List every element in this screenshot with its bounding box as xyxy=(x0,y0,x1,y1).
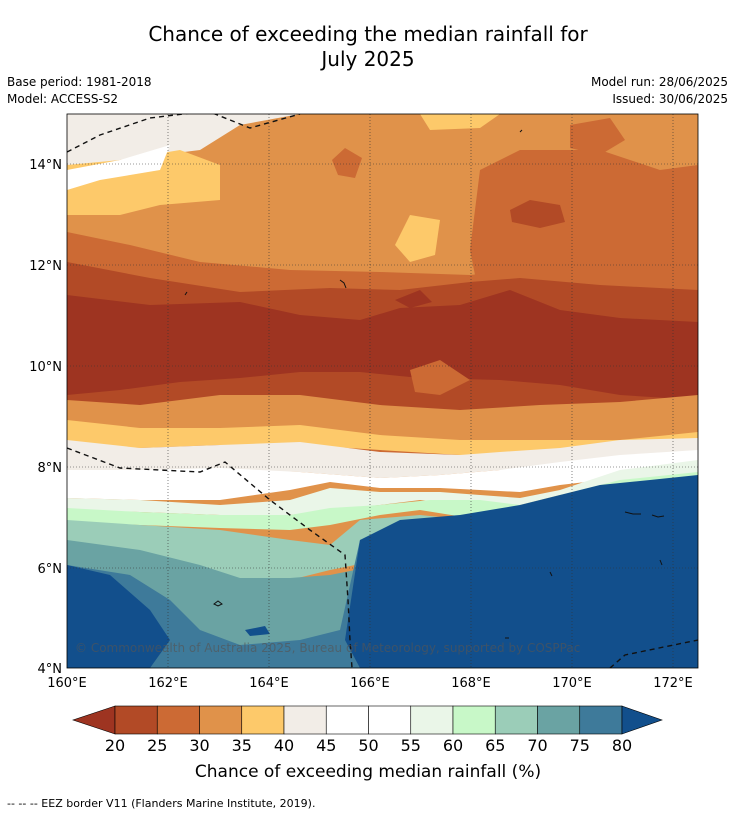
rainfall-map: © Commonwealth of Australia 2025, Bureau… xyxy=(29,113,699,735)
region-orange-north-east xyxy=(470,150,698,300)
issued-date: Issued: 30/06/2025 xyxy=(612,92,728,106)
region-top-left-neutral xyxy=(67,114,300,170)
model-name: Model: ACCESS-S2 xyxy=(7,92,119,106)
colorbar-tick-label: 20 xyxy=(104,736,126,755)
lon-tick-160e: 160°E xyxy=(47,676,87,691)
map-frame xyxy=(66,113,699,669)
colorbar-segment xyxy=(199,705,243,735)
colorbar-tick-label: 55 xyxy=(400,736,421,755)
lon-tick-166e: 166°E xyxy=(350,676,390,691)
lon-tick-172e: 172°E xyxy=(653,676,693,691)
title-line-1: Chance of exceeding the median rainfall … xyxy=(148,22,588,46)
colorbar-segment xyxy=(325,705,369,735)
lat-tick-4n: 4°N xyxy=(38,662,63,677)
colorbar-tick-label: 75 xyxy=(569,736,590,755)
colorbar-segment xyxy=(114,705,158,735)
region-top-yellow xyxy=(420,114,500,130)
region-dark-patch-north xyxy=(510,200,565,228)
colorbar-labels: 20 25 30 35 40 45 50 55 60 65 70 75 80 xyxy=(0,736,736,758)
meta-right: Model run: 28/06/2025 Issued: 30/06/2025 xyxy=(591,74,728,108)
lat-tick-6n: 6°N xyxy=(38,562,63,577)
colorbar-tick-label: 40 xyxy=(273,736,295,755)
meta-left: Base period: 1981-2018 Model: ACCESS-S2 xyxy=(7,74,152,108)
lat-tick-14n: 14°N xyxy=(29,158,62,173)
region-orange-patch-top xyxy=(570,118,625,155)
colorbar-title: Chance of exceeding median rainfall (%) xyxy=(194,762,542,782)
region-deep-blue-patch xyxy=(245,626,270,636)
region-orange-patch-small xyxy=(332,148,362,178)
region-deep-blue-west xyxy=(67,565,170,668)
colorbar-tick-label: 50 xyxy=(358,736,379,755)
colorbar xyxy=(72,705,663,735)
colorbar-tick-label: 60 xyxy=(442,736,464,755)
colorbar-tick-label: 35 xyxy=(231,736,252,755)
region-top-left-white xyxy=(67,145,170,190)
model-run: Model run: 28/06/2025 xyxy=(590,75,728,89)
colorbar-tick-label: 45 xyxy=(316,736,337,755)
region-deep-blue-east xyxy=(345,475,698,668)
title-line-2: July 2025 xyxy=(321,47,415,71)
colorbar-under-arrow xyxy=(72,705,116,735)
lat-tick-8n: 8°N xyxy=(38,461,63,476)
region-white-band xyxy=(67,450,698,500)
region-orange-patch-south xyxy=(410,360,470,395)
eez-footnote: -- -- -- EEZ border V11 (Flanders Marine… xyxy=(7,797,316,810)
lon-tick-168e: 168°E xyxy=(451,676,491,691)
region-red-band xyxy=(67,290,698,400)
colorbar-segment xyxy=(494,705,538,735)
region-yellow-patch xyxy=(395,215,440,262)
eez-border xyxy=(67,114,698,668)
colorbar-segment xyxy=(368,705,412,735)
chart-title: Chance of exceeding the median rainfall … xyxy=(0,22,736,72)
colorbar-tick-label: 65 xyxy=(485,736,506,755)
colorbar-segment xyxy=(156,705,200,735)
colorbar-segment xyxy=(241,705,285,735)
lon-tick-162e: 162°E xyxy=(148,676,188,691)
lat-tick-10n: 10°N xyxy=(29,360,62,375)
colorbar-tick-label: 70 xyxy=(527,736,548,755)
colorbar-segment xyxy=(283,705,327,735)
region-green-band xyxy=(67,472,698,530)
region-orange-transition xyxy=(67,395,698,445)
colorbar-over-arrow xyxy=(621,705,663,735)
islands xyxy=(184,129,665,639)
colorbar-tick-label: 25 xyxy=(147,736,168,755)
copyright-text: © Commonwealth of Australia 2025, Bureau… xyxy=(75,641,580,655)
map-field: © Commonwealth of Australia 2025, Bureau… xyxy=(67,114,698,668)
region-red-patch xyxy=(395,290,432,308)
lon-tick-170e: 170°E xyxy=(552,676,592,691)
colorbar-segment xyxy=(410,705,454,735)
colorbar-segment xyxy=(452,705,496,735)
colorbar-segment xyxy=(537,705,581,735)
base-period: Base period: 1981-2018 xyxy=(7,75,152,89)
lat-tick-12n: 12°N xyxy=(29,259,62,274)
colorbar-segment xyxy=(579,705,623,735)
colorbar-tick-label: 80 xyxy=(611,736,633,755)
region-light-green-band xyxy=(67,460,698,515)
lon-tick-164e: 164°E xyxy=(249,676,289,691)
colorbar-tick-label: 30 xyxy=(189,736,210,755)
graticule xyxy=(67,114,698,668)
